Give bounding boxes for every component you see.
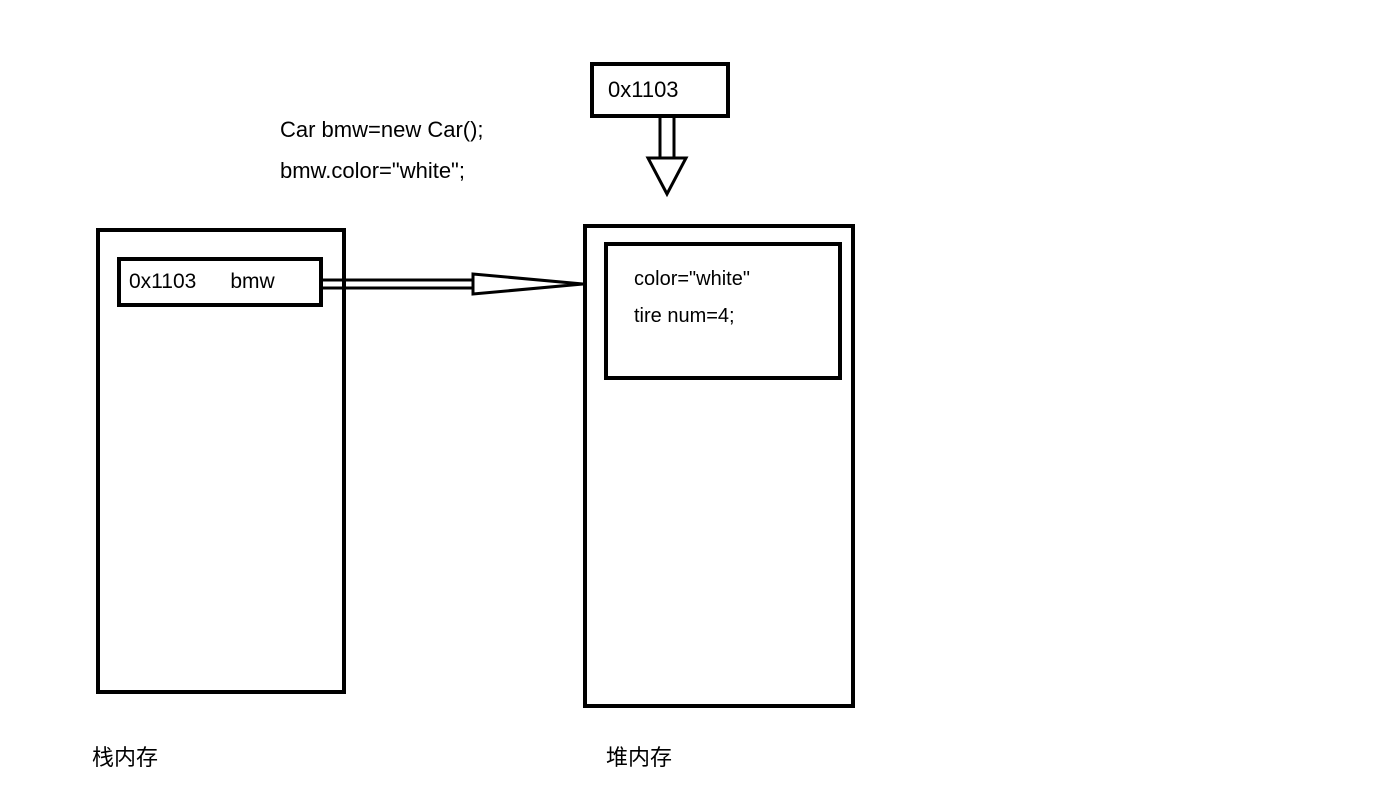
- stack-variable-address: 0x1103: [121, 267, 204, 297]
- heap-object-box: color="white" tire num=4;: [604, 242, 842, 380]
- address-box-text: 0x1103: [608, 77, 679, 103]
- address-box: 0x1103: [590, 62, 730, 118]
- arrow-stack-to-heap: [323, 270, 593, 300]
- code-line-2: bmw.color="white";: [280, 158, 465, 184]
- stack-memory-label: 栈内存: [92, 740, 158, 772]
- stack-variable-box: 0x1103 bmw: [117, 257, 323, 307]
- heap-object-line-2: tire num=4;: [634, 305, 838, 328]
- arrow-address-to-heap: [640, 118, 694, 198]
- code-line-1: Car bmw=new Car();: [280, 117, 484, 143]
- stack-variable-name: bmw: [222, 267, 282, 297]
- heap-memory-label: 堆内存: [606, 740, 672, 772]
- heap-object-line-1: color="white": [634, 268, 838, 291]
